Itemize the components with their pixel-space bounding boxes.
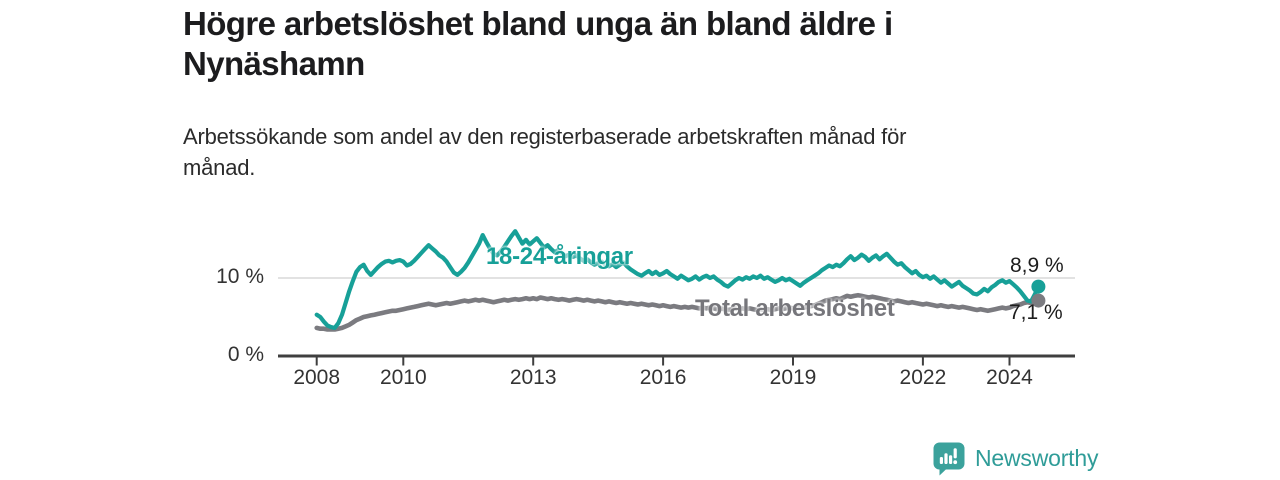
x-axis-label-2024: 2024: [986, 366, 1033, 389]
end-value-label-youth: 8,9 %: [1010, 254, 1064, 277]
newsworthy-logo-text: Newsworthy: [975, 445, 1099, 471]
newsworthy-logo[interactable]: Newsworthy: [933, 442, 1098, 477]
page-title: Högre arbetslöshet bland unga än bland ä…: [183, 5, 893, 82]
end-dot-youth: [1031, 279, 1046, 294]
x-axis-label-2013: 2013: [509, 366, 557, 389]
series-label-total: Total arbetslöshet: [695, 295, 895, 322]
line-youth: [314, 229, 1041, 330]
series-label-youth: 18-24-åringar: [486, 243, 633, 270]
y-axis-label-10: 10 %: [216, 265, 264, 288]
x-axis-label-2008: 2008: [293, 366, 341, 389]
x-axis-label-2010: 2010: [379, 366, 427, 389]
y-axis-label-0: 0 %: [227, 343, 264, 366]
line-total: [314, 292, 1041, 332]
bar-chart-speech-bubble-icon: [933, 442, 965, 476]
chart-subtitle: Arbetssökande som andel av den registerb…: [183, 124, 907, 180]
end-dot-total: [1031, 293, 1046, 308]
x-axis-label-2016: 2016: [639, 366, 687, 389]
x-axis-label-2019: 2019: [769, 366, 817, 389]
end-value-label-total: 7,1 %: [1009, 301, 1063, 324]
x-axis-label-2022: 2022: [899, 366, 947, 389]
